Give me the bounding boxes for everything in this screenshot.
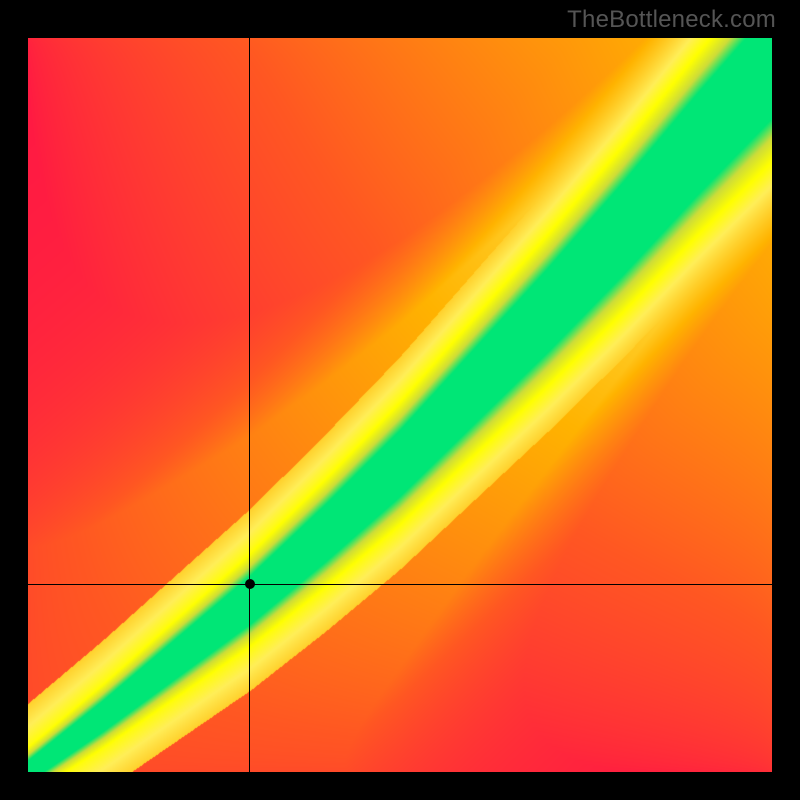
crosshair-vertical	[249, 38, 250, 772]
heatmap-plot-area	[28, 38, 772, 772]
heatmap-canvas	[28, 38, 772, 772]
watermark-text: TheBottleneck.com	[567, 6, 776, 34]
crosshair-horizontal	[28, 584, 772, 585]
marker-point	[245, 579, 255, 589]
